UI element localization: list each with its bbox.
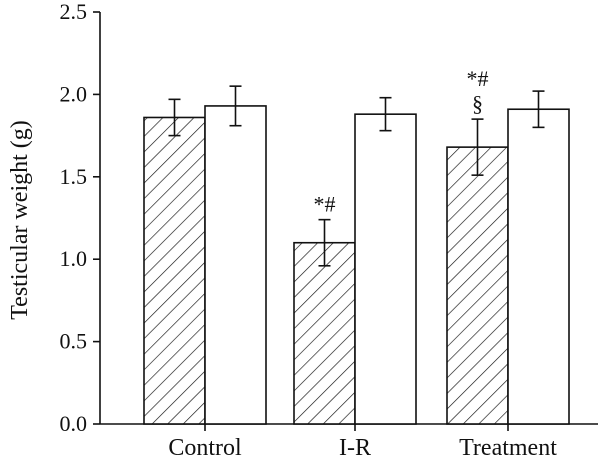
y-tick-label: 0.0 (60, 411, 88, 436)
y-tick-label: 2.0 (60, 81, 88, 106)
x-tick-label: Control (168, 435, 242, 461)
y-tick-label: 1.0 (60, 246, 88, 271)
bar (446, 146, 509, 425)
y-tick-label: 2.5 (60, 0, 88, 24)
y-tick-label: 1.5 (60, 164, 88, 189)
bar (293, 241, 356, 425)
y-axis-label: Testicular weight (g) (7, 120, 33, 320)
bar (204, 105, 267, 425)
axes: 0.0 0.5 1.0 1.5 2.0 2.5 Control I-R Treatment (60, 0, 598, 461)
bars: *#*#§ (143, 66, 570, 425)
bar (507, 108, 570, 425)
bar (143, 116, 206, 425)
significance-mark: *# (314, 192, 336, 217)
y-tick-label: 0.5 (60, 329, 88, 354)
bar (354, 113, 417, 425)
x-tick-label: I-R (339, 435, 371, 461)
axis-labels: Testicular weight (g) (7, 120, 33, 320)
x-tick-label: Treatment (459, 435, 557, 461)
significance-mark: § (472, 91, 483, 116)
significance-mark: *# (467, 66, 489, 91)
